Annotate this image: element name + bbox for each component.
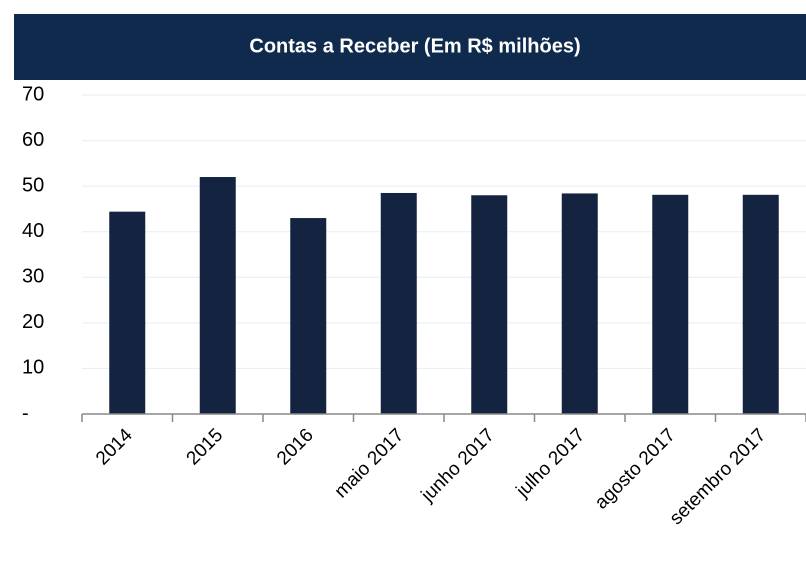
- bar: [109, 211, 146, 414]
- y-tick-label: -: [22, 402, 29, 424]
- y-tick-label: 60: [22, 129, 44, 151]
- y-tick-label: 30: [22, 266, 44, 288]
- y-tick-label: 40: [22, 220, 44, 242]
- x-tick-label: julho 2017: [512, 425, 590, 503]
- bar: [290, 218, 327, 414]
- title-banner: [14, 14, 806, 80]
- x-tick-label: 2014: [92, 424, 137, 469]
- chart-title: Contas a Receber (Em R$ milhões): [249, 35, 580, 57]
- y-tick-label: 70: [22, 83, 44, 105]
- x-tick-label: 2016: [273, 425, 318, 470]
- y-tick-label: 50: [22, 174, 44, 196]
- x-tick-label: setembro 2017: [666, 425, 770, 529]
- x-tick-label: maio 2017: [331, 425, 409, 503]
- x-tick-label: agosto 2017: [591, 425, 680, 514]
- y-tick-label: 10: [22, 357, 44, 379]
- bar: [652, 194, 689, 414]
- x-tick-label: 2015: [183, 425, 228, 470]
- bar: [742, 194, 779, 414]
- bar: [380, 192, 417, 414]
- bar: [561, 193, 598, 414]
- bar: [199, 177, 236, 414]
- bar: [471, 195, 508, 414]
- y-tick-label: 20: [22, 311, 44, 333]
- x-tick-label: junho 2017: [417, 425, 499, 507]
